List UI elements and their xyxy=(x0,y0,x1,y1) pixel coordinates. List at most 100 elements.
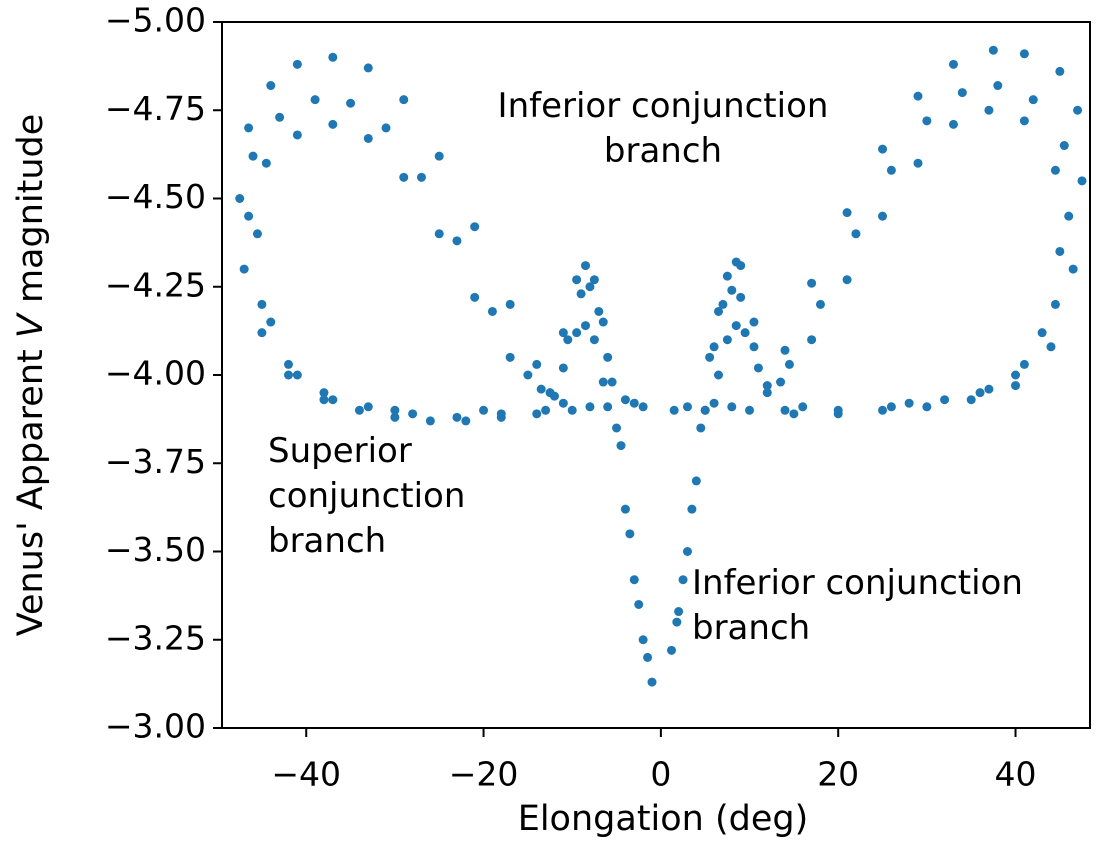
point xyxy=(589,275,599,285)
annotation: Inferior conjunction xyxy=(692,563,1023,603)
y-tick-label: −3.25 xyxy=(105,618,206,657)
point xyxy=(381,123,391,133)
annotation: conjunction xyxy=(268,476,465,516)
point xyxy=(807,278,817,288)
point xyxy=(993,81,1003,91)
annotation: branch xyxy=(604,131,722,171)
point xyxy=(940,395,950,405)
point xyxy=(434,151,444,161)
point xyxy=(842,208,852,218)
point xyxy=(1028,95,1038,105)
point xyxy=(416,172,426,182)
point xyxy=(523,370,533,380)
point xyxy=(620,395,630,405)
point xyxy=(244,211,254,221)
point xyxy=(1068,264,1078,274)
point xyxy=(572,275,582,285)
point xyxy=(346,98,356,108)
point xyxy=(696,423,706,433)
point xyxy=(1077,176,1087,186)
point xyxy=(541,405,551,415)
point xyxy=(1055,66,1065,76)
annotation: Superior xyxy=(268,431,412,471)
point xyxy=(922,116,932,126)
point xyxy=(731,257,741,267)
point xyxy=(789,409,799,419)
point xyxy=(479,405,489,415)
point xyxy=(700,405,710,415)
point xyxy=(682,547,692,556)
point xyxy=(833,405,843,415)
y-tick-label: −4.50 xyxy=(105,177,206,216)
point xyxy=(257,299,267,309)
point xyxy=(607,377,617,387)
point xyxy=(878,144,888,154)
point xyxy=(984,105,994,115)
x-tick-label: −20 xyxy=(449,755,519,794)
x-tick-label: −40 xyxy=(271,755,341,794)
point xyxy=(594,306,604,316)
point xyxy=(629,398,639,408)
y-tick-label: −4.00 xyxy=(105,354,206,393)
point xyxy=(603,352,613,362)
point xyxy=(581,321,591,331)
point xyxy=(354,405,364,415)
point xyxy=(749,317,759,327)
point xyxy=(647,677,657,687)
point xyxy=(363,402,373,412)
point xyxy=(966,395,976,405)
point xyxy=(572,328,582,338)
point xyxy=(957,88,967,98)
point xyxy=(292,370,302,380)
y-axis-label: Venus' Apparent V magnitude xyxy=(11,114,51,637)
point xyxy=(620,504,630,514)
point xyxy=(292,59,302,69)
point xyxy=(842,275,852,285)
point xyxy=(257,328,267,338)
point xyxy=(563,335,573,345)
point xyxy=(1011,370,1021,380)
point xyxy=(731,321,741,331)
y-tick-label: −3.50 xyxy=(105,530,206,569)
point xyxy=(616,441,626,451)
point xyxy=(904,398,914,408)
point xyxy=(408,409,418,419)
point xyxy=(283,370,293,380)
point xyxy=(612,423,622,433)
point xyxy=(390,412,400,422)
point xyxy=(878,211,888,221)
point xyxy=(532,359,542,369)
point xyxy=(1011,381,1021,391)
point xyxy=(709,398,719,408)
point xyxy=(1037,328,1047,338)
y-tick-label: −3.00 xyxy=(105,707,206,746)
point xyxy=(470,222,480,232)
point xyxy=(691,476,701,486)
point xyxy=(727,285,737,295)
point xyxy=(815,299,825,309)
point xyxy=(576,289,586,299)
point xyxy=(922,402,932,412)
point xyxy=(784,359,794,369)
point xyxy=(629,575,639,585)
point xyxy=(319,388,329,398)
y-tick-label: −3.75 xyxy=(105,442,206,481)
point xyxy=(585,282,595,292)
point xyxy=(722,271,732,281)
point xyxy=(705,352,715,362)
annotation: Inferior conjunction xyxy=(498,86,829,126)
point xyxy=(682,402,692,412)
y-label-part: V xyxy=(11,312,51,338)
point xyxy=(390,405,400,415)
annotation: branch xyxy=(268,521,386,561)
point xyxy=(328,119,338,129)
point xyxy=(714,306,724,316)
point xyxy=(505,352,515,362)
y-tick-label: −4.75 xyxy=(105,89,206,128)
point xyxy=(678,575,688,585)
point xyxy=(718,299,728,309)
point xyxy=(1055,246,1065,256)
point xyxy=(727,402,737,412)
point xyxy=(452,412,462,422)
